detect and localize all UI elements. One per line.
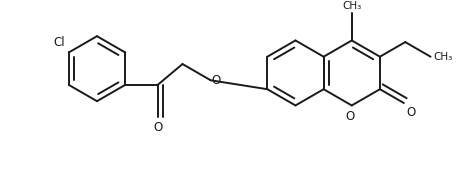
Text: O: O bbox=[153, 121, 162, 134]
Text: Cl: Cl bbox=[53, 36, 65, 49]
Text: CH₃: CH₃ bbox=[342, 1, 361, 11]
Text: CH₃: CH₃ bbox=[433, 52, 453, 62]
Text: O: O bbox=[345, 110, 355, 123]
Text: O: O bbox=[406, 106, 416, 119]
Text: O: O bbox=[212, 74, 221, 87]
